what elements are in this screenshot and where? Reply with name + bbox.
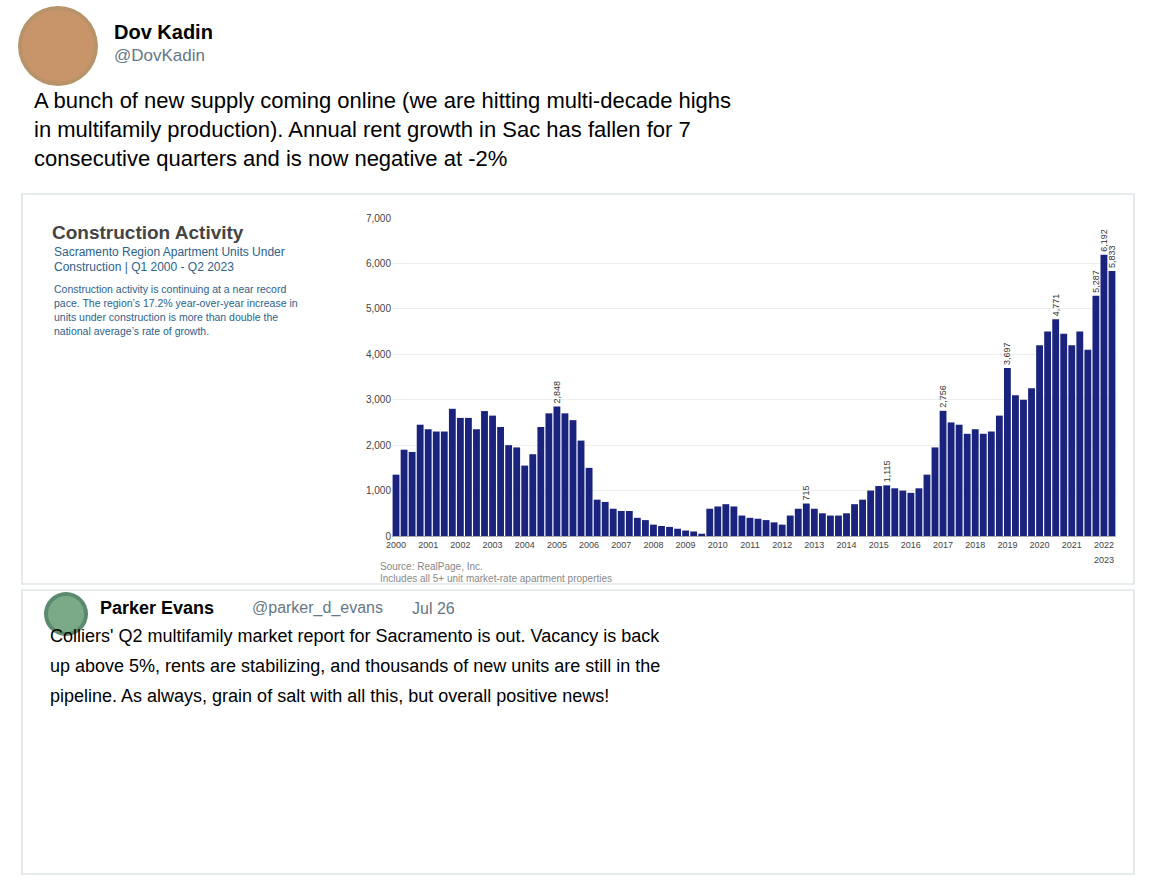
- svg-text:2009: 2009: [676, 540, 696, 550]
- svg-text:2010: 2010: [708, 540, 728, 550]
- svg-text:2012: 2012: [772, 540, 792, 550]
- svg-text:4,771: 4,771: [1051, 294, 1061, 317]
- svg-text:2001: 2001: [418, 540, 438, 550]
- svg-text:2008: 2008: [643, 540, 663, 550]
- svg-text:pace. The region’s 17.2% year-: pace. The region’s 17.2% year-over-year …: [54, 297, 298, 309]
- svg-text:2017: 2017: [933, 540, 953, 550]
- svg-text:2013: 2013: [804, 540, 824, 550]
- svg-text:5,000: 5,000: [366, 303, 391, 314]
- svg-text:A bunch of new supply coming o: A bunch of new supply coming online (we …: [34, 88, 731, 113]
- svg-text:2021: 2021: [1062, 540, 1082, 550]
- svg-text:2004: 2004: [515, 540, 535, 550]
- svg-text:2006: 2006: [579, 540, 599, 550]
- svg-text:Dov Kadin: Dov Kadin: [114, 21, 213, 43]
- svg-text:5,287: 5,287: [1091, 270, 1101, 293]
- svg-text:Construction Activity: Construction Activity: [52, 222, 244, 243]
- svg-text:Parker Evans: Parker Evans: [100, 598, 214, 618]
- svg-text:2019: 2019: [997, 540, 1017, 550]
- svg-text:national average’s rate of gro: national average’s rate of growth.: [54, 325, 209, 337]
- svg-text:2003: 2003: [483, 540, 503, 550]
- svg-text:pipeline. As always, grain of: pipeline. As always, grain of salt with …: [50, 686, 609, 706]
- svg-text:units under construction is mo: units under construction is more than do…: [54, 311, 278, 323]
- svg-text:consecutive quarters and is no: consecutive quarters and is now negative…: [34, 146, 507, 171]
- svg-text:2018: 2018: [965, 540, 985, 550]
- svg-text:2,000: 2,000: [366, 440, 391, 451]
- svg-text:2023: 2023: [1094, 555, 1114, 565]
- svg-text:Includes all 5+ unit market-ra: Includes all 5+ unit market-rate apartme…: [380, 573, 612, 584]
- svg-text:5,833: 5,833: [1107, 245, 1117, 268]
- svg-text:up above 5%, rents are stabili: up above 5%, rents are stabilizing, and …: [50, 656, 660, 676]
- svg-text:2007: 2007: [611, 540, 631, 550]
- svg-text:0: 0: [385, 531, 391, 542]
- svg-text:715: 715: [801, 485, 811, 500]
- svg-text:2020: 2020: [1030, 540, 1050, 550]
- svg-text:Construction activity is conti: Construction activity is continuing at a…: [54, 283, 286, 295]
- svg-text:Sacramento Region Apartment Un: Sacramento Region Apartment Units Under: [54, 245, 285, 259]
- svg-text:2016: 2016: [901, 540, 921, 550]
- svg-text:2000: 2000: [386, 540, 406, 550]
- svg-text:Colliers' Q2 multifamily marke: Colliers' Q2 multifamily market report f…: [50, 626, 660, 646]
- svg-text:Jul 26: Jul 26: [412, 600, 455, 617]
- svg-text:2002: 2002: [450, 540, 470, 550]
- svg-text:1,000: 1,000: [366, 485, 391, 496]
- svg-text:3,697: 3,697: [1002, 343, 1012, 366]
- svg-text:2,756: 2,756: [938, 385, 948, 408]
- svg-text:@DovKadin: @DovKadin: [114, 46, 205, 65]
- svg-text:Construction | Q1 2000 - Q2 20: Construction | Q1 2000 - Q2 2023: [54, 260, 234, 274]
- svg-text:3,000: 3,000: [366, 394, 391, 405]
- svg-text:in multifamily production). An: in multifamily production). Annual rent …: [34, 117, 691, 142]
- svg-text:2014: 2014: [836, 540, 856, 550]
- svg-text:6,000: 6,000: [366, 258, 391, 269]
- svg-text:7,000: 7,000: [366, 213, 391, 224]
- svg-text:2015: 2015: [869, 540, 889, 550]
- svg-text:@parker_d_evans: @parker_d_evans: [252, 599, 383, 617]
- svg-text:2011: 2011: [740, 540, 759, 550]
- svg-text:2005: 2005: [547, 540, 567, 550]
- svg-text:2,848: 2,848: [552, 381, 562, 404]
- svg-text:1,115: 1,115: [882, 460, 892, 482]
- svg-text:Source: RealPage, Inc.: Source: RealPage, Inc.: [380, 561, 483, 572]
- svg-text:4,000: 4,000: [366, 349, 391, 360]
- svg-text:6,192: 6,192: [1099, 229, 1109, 252]
- svg-text:2022: 2022: [1094, 540, 1114, 550]
